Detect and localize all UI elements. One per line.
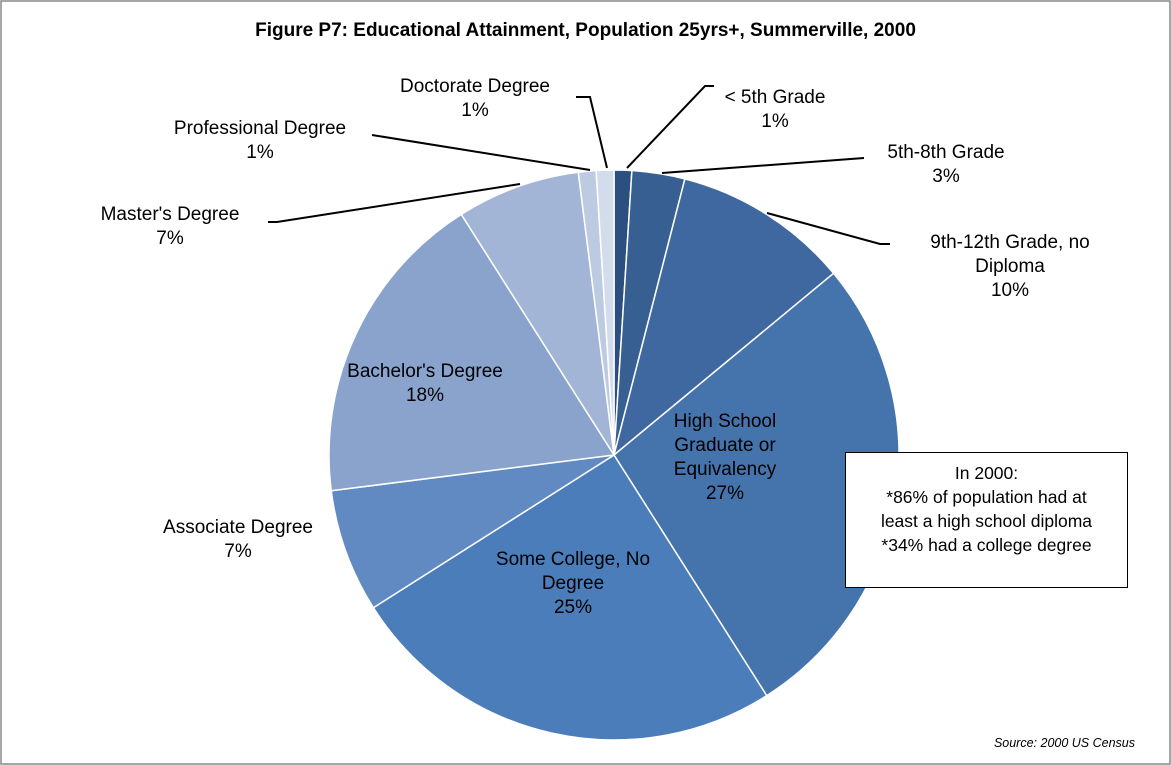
slice-label: Some College, No Degree 25% — [468, 548, 678, 620]
slice-label: Bachelor's Degree 18% — [325, 360, 525, 408]
source: Source: 2000 US Census — [993, 736, 1135, 750]
category-label: Master's Degree — [100, 204, 240, 225]
category-label: High School Graduate or Equivalency — [673, 411, 777, 480]
value-label: 1% — [246, 142, 274, 163]
pie-slice — [330, 454, 615, 609]
value-label: 27% — [705, 483, 745, 504]
leader-line — [371, 134, 591, 171]
chart-title: Figure P7: Educational Attainment, Popul… — [255, 20, 916, 41]
leader-lines — [268, 85, 890, 245]
category-label: Doctorate Degree — [400, 76, 550, 97]
value-label: 7% — [156, 228, 184, 249]
annotation-line: *86% of population had at — [886, 487, 1087, 507]
leader-line — [268, 183, 521, 223]
annotation-line: least a high school diploma — [880, 511, 1093, 531]
category-label: 5th-8th Grade — [887, 142, 1005, 163]
slice-label: Associate Degree 7% — [128, 516, 348, 564]
pie-slice — [328, 213, 616, 492]
value-label: 1% — [761, 111, 789, 132]
slice-label: < 5th Grade 1% — [675, 86, 875, 134]
annotation: In 2000: *86% of population had at least a… — [845, 452, 1128, 588]
category-label: Some College, No Degree — [495, 549, 651, 594]
annotation-line: In 2000: — [954, 463, 1019, 483]
value-label: 25% — [553, 597, 593, 618]
annotation-line: *34% had a college degree — [881, 535, 1092, 555]
leader-line — [661, 157, 865, 174]
value-label: 18% — [405, 385, 445, 406]
pie-slice — [612, 178, 835, 458]
pie-slice — [595, 169, 615, 456]
leader-line — [576, 96, 608, 169]
value-label: 3% — [932, 166, 960, 187]
leader-line — [766, 212, 890, 245]
leader-line — [626, 85, 714, 169]
pie-slice — [460, 171, 615, 456]
slice-label: High School Graduate or Equivalency 27% — [650, 410, 800, 506]
slice-label: 5th-8th Grade 3% — [846, 141, 1046, 189]
slice-label: 9th-12th Grade, no Diploma 10% — [918, 231, 1103, 303]
slice-label: Professional Degree 1% — [140, 117, 380, 165]
category-label: 9th-12th Grade, no Diploma — [930, 232, 1090, 277]
category-label: Bachelor's Degree — [347, 361, 503, 382]
value-label: 10% — [990, 280, 1030, 301]
category-label: Professional Degree — [173, 118, 347, 139]
slice-label: Doctorate Degree 1% — [365, 75, 585, 123]
value-label: 1% — [461, 100, 489, 121]
category-label: Associate Degree — [163, 517, 313, 538]
value-label: 7% — [224, 541, 252, 562]
slice-label: Master's Degree 7% — [70, 203, 270, 251]
pie-slice — [372, 453, 768, 741]
category-label: < 5th Grade — [724, 87, 826, 108]
